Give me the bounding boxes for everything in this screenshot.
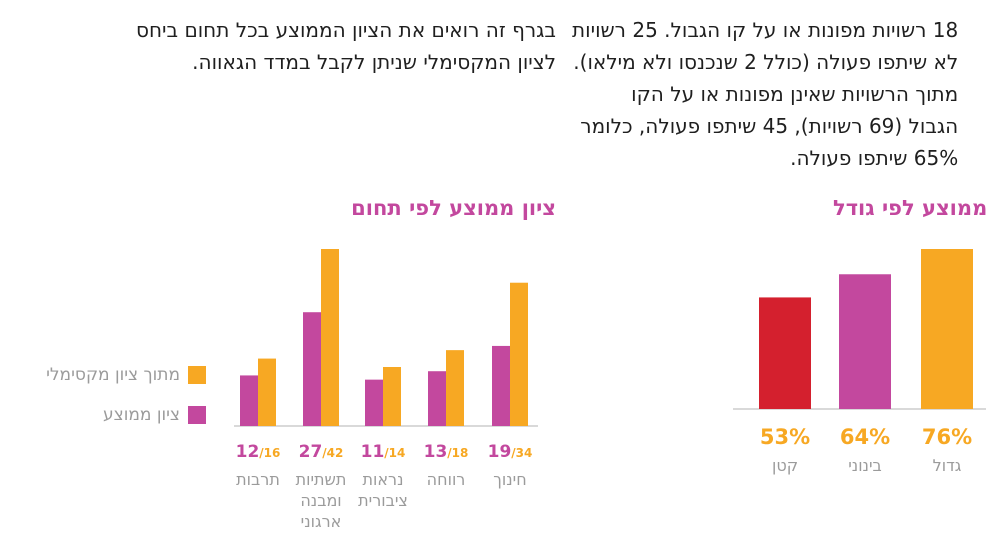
intro-paragraph-left: בגרף זה רואים את הציון הממוצע בכל תחום ב… [136,14,556,78]
data-label: 19/34 [488,442,533,462]
bar-max [446,350,464,426]
bar-average [365,379,383,426]
right_paragraph-line: 18 רשויות מפונות או על קו הגבול. 25 רשוי… [572,18,959,42]
right_paragraph-line: מתוך הרשויות שאינן מפונות או על הקו [631,82,959,106]
category-label: ומבנה [300,491,341,510]
bar-size [921,249,973,409]
category-label: גדול [933,456,962,475]
right_paragraph-line: 65% שיתפו פעולה. [790,146,959,170]
category-label: קטן [772,456,798,475]
legend-item-avg: ציון ממוצע [103,405,206,425]
category-label: נראות [362,470,403,489]
bar-max [510,282,528,426]
legend-swatch-avg [188,406,206,424]
bar-max [258,358,276,426]
category-label: חינוך [493,470,526,489]
category-label: בינוני [848,456,882,475]
category-label: תשתיות [296,470,347,489]
right_paragraph-line: לא שיתפו פעולה (כולל 2 שנכנסו ולא מילאו)… [573,50,959,74]
category-label: ארגוני [301,512,342,531]
legend-item-max: מתוך ציון מקסימלי [46,365,206,385]
category-label: רווחה [427,470,466,489]
data-label: 12/16 [236,442,281,462]
data-label: 27/42 [299,442,344,462]
legend-swatch-max [188,366,206,384]
bar-average [303,312,321,426]
bar-average [492,345,510,426]
right_paragraph-line: הגבול (69 רשויות), 45 שיתפו פעולה, כלומר [580,114,959,138]
left_paragraph-line: לציון המקסימלי שניתן לקבל במדד הגאווה. [192,50,556,74]
bar-size [839,274,891,409]
bar-average [428,371,446,426]
bar-max [321,249,339,426]
legend-label-max: מתוך ציון מקסימלי [46,365,180,385]
legend-label-avg: ציון ממוצע [102,405,180,425]
bar-size [759,297,811,409]
left_paragraph-line: בגרף זה רואים את הציון הממוצע בכל תחום ב… [136,18,556,42]
data-label: 11/14 [361,442,406,462]
category-label: תרבות [236,470,280,489]
data-label: 13/18 [424,442,469,462]
chart-title-domain: ציון ממוצע לפי תחום [351,196,556,220]
category-label: ציבורית [358,491,408,510]
data-label: 64% [840,425,890,449]
intro-paragraph-right: 18 רשויות מפונות או על קו הגבול. 25 רשוי… [572,14,958,174]
bar-average [240,375,258,426]
data-label: 76% [922,425,972,449]
data-label: 53% [760,425,810,449]
bar-max [383,367,401,426]
chart-title-size: ממוצע לפי גודל [833,196,986,220]
